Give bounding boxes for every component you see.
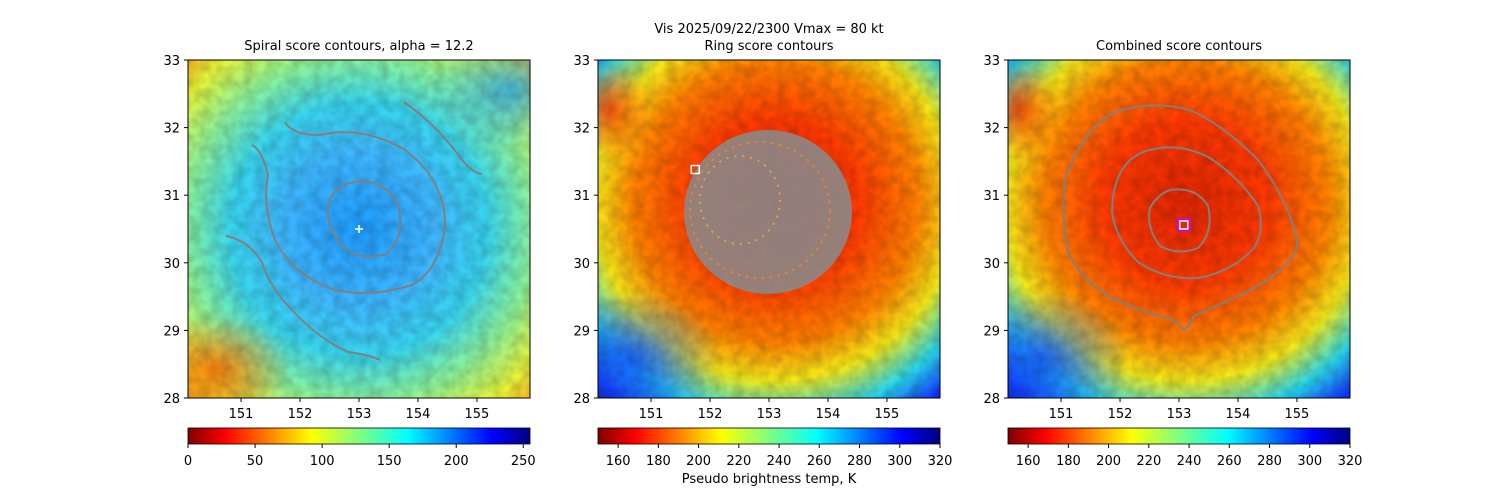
- colorbar-tick-label: 150: [377, 454, 402, 469]
- x-tick-label: 152: [288, 407, 313, 422]
- colorbar-tick-label: 200: [444, 454, 469, 469]
- x-tick-label: 153: [1167, 407, 1192, 422]
- colorbar-tick-label: 180: [646, 454, 671, 469]
- x-tick-label: 154: [816, 407, 841, 422]
- combined-contour-middle: [1110, 146, 1262, 280]
- colorbar-tick-label: 300: [1297, 454, 1322, 469]
- colorbar-tick-label: 200: [686, 454, 711, 469]
- colorbar-tick-label: 260: [1217, 454, 1242, 469]
- spiral-contour-4: [225, 235, 381, 361]
- y-tick-label: 31: [163, 189, 180, 204]
- colorbar-ticks-spiral: 0 50 100 150 200 250: [184, 444, 536, 469]
- colorbar-tick-label: 240: [1177, 454, 1202, 469]
- panel-ring: 151 152 153 154 155 33 32 31 30 29 28 160 180 200 220…: [573, 54, 953, 469]
- ring-contour-gaps-inner: [699, 155, 781, 245]
- colorbar-tick-label: 200: [1096, 454, 1121, 469]
- x-tick-label: 155: [875, 407, 900, 422]
- x-tick-label: 152: [698, 407, 723, 422]
- ring-contour-gaps: [689, 141, 831, 279]
- panel-title-ring: Ring score contours: [704, 39, 834, 54]
- y-tick-label: 30: [163, 257, 180, 272]
- axes-spiral: 151 152 153 154 155 33 32 31 30 29 28: [163, 54, 489, 422]
- colorbar-tick-label: 300: [887, 454, 912, 469]
- colorbar-ticks-combined: 160 180 200 220 240 260 280 300 320: [1016, 444, 1363, 469]
- center-marker-spiral: [355, 225, 363, 233]
- panel-spiral: 151 152 153 154 155 33 32 31 30 29 28 0 50 100 150 200…: [163, 54, 536, 469]
- colorbar-label: Pseudo brightness temp, K: [681, 472, 857, 487]
- axes-combined: 151 152 153 154 155 33 32 31 30 29 28: [983, 54, 1309, 422]
- combined-contour-outer: [1062, 104, 1299, 332]
- spiral-contour-1: [251, 121, 447, 294]
- y-tick-label: 32: [983, 122, 1000, 137]
- spiral-contour-2: [326, 180, 402, 258]
- x-tick-label: 151: [639, 407, 664, 422]
- y-tick-label: 30: [983, 257, 1000, 272]
- y-tick-label: 32: [573, 122, 590, 137]
- colorbar-ticks-ring: 160 180 200 220 240 260 280 300 320: [606, 444, 953, 469]
- y-tick-label: 28: [573, 392, 590, 407]
- colorbar-tick-label: 250: [511, 454, 536, 469]
- y-tick-label: 31: [573, 189, 590, 204]
- y-tick-label: 29: [163, 324, 180, 339]
- y-tick-label: 33: [163, 54, 180, 69]
- colorbar-tick-label: 240: [767, 454, 792, 469]
- colorbar-tick-label: 280: [847, 454, 872, 469]
- spiral-contour-3: [403, 101, 483, 175]
- center-highlight-marker: [1176, 218, 1191, 232]
- x-tick-label: 151: [1049, 407, 1074, 422]
- panel-title-spiral: Spiral score contours, alpha = 12.2: [244, 39, 474, 54]
- y-tick-label: 33: [573, 54, 590, 69]
- colorbar-tick-label: 0: [184, 454, 192, 469]
- y-tick-label: 29: [983, 324, 1000, 339]
- x-tick-label: 154: [406, 407, 431, 422]
- y-tick-label: 32: [163, 122, 180, 137]
- x-tick-label: 153: [347, 407, 372, 422]
- x-tick-label: 155: [1285, 407, 1310, 422]
- colorbar-tick-label: 180: [1056, 454, 1081, 469]
- y-tick-label: 28: [163, 392, 180, 407]
- y-tick-label: 30: [573, 257, 590, 272]
- center-marker-ring: [690, 164, 701, 175]
- x-tick-label: 155: [465, 407, 490, 422]
- center-marker-combined: [1176, 218, 1191, 232]
- colorbar-tick-label: 100: [310, 454, 335, 469]
- y-tick-label: 33: [983, 54, 1000, 69]
- ring-contour-cluster: [684, 130, 852, 294]
- center-square-marker: [690, 164, 701, 175]
- x-tick-label: 154: [1226, 407, 1251, 422]
- combined-contour-inner: [1148, 188, 1211, 253]
- y-tick-label: 28: [983, 392, 1000, 407]
- center-square-marker: [1178, 220, 1189, 230]
- colorbar-combined: [1007, 427, 1351, 445]
- colorbar-tick-label: 320: [928, 454, 953, 469]
- colorbar-tick-label: 50: [247, 454, 264, 469]
- colorbar-tick-label: 280: [1257, 454, 1282, 469]
- x-tick-label: 152: [1108, 407, 1133, 422]
- y-tick-label: 31: [983, 189, 1000, 204]
- colorbar-spiral: [187, 427, 531, 445]
- colorbar-tick-label: 160: [1016, 454, 1041, 469]
- figure-suptitle: Vis 2025/09/22/2300 Vmax = 80 kt: [654, 22, 884, 37]
- y-tick-label: 29: [573, 324, 590, 339]
- colorbar-tick-label: 220: [1136, 454, 1161, 469]
- colorbar-tick-label: 160: [606, 454, 631, 469]
- x-tick-label: 151: [229, 407, 254, 422]
- colorbar-ring: [597, 427, 941, 445]
- x-tick-label: 153: [757, 407, 782, 422]
- panel-combined: 151 152 153 154 155 33 32 31 30 29 28 160 180 200 220…: [983, 54, 1363, 469]
- axes-ring: 151 152 153 154 155 33 32 31 30 29 28: [573, 54, 899, 422]
- colorbar-tick-label: 220: [726, 454, 751, 469]
- colorbar-tick-label: 260: [807, 454, 832, 469]
- panel-title-combined: Combined score contours: [1096, 39, 1262, 54]
- colorbar-tick-label: 320: [1338, 454, 1363, 469]
